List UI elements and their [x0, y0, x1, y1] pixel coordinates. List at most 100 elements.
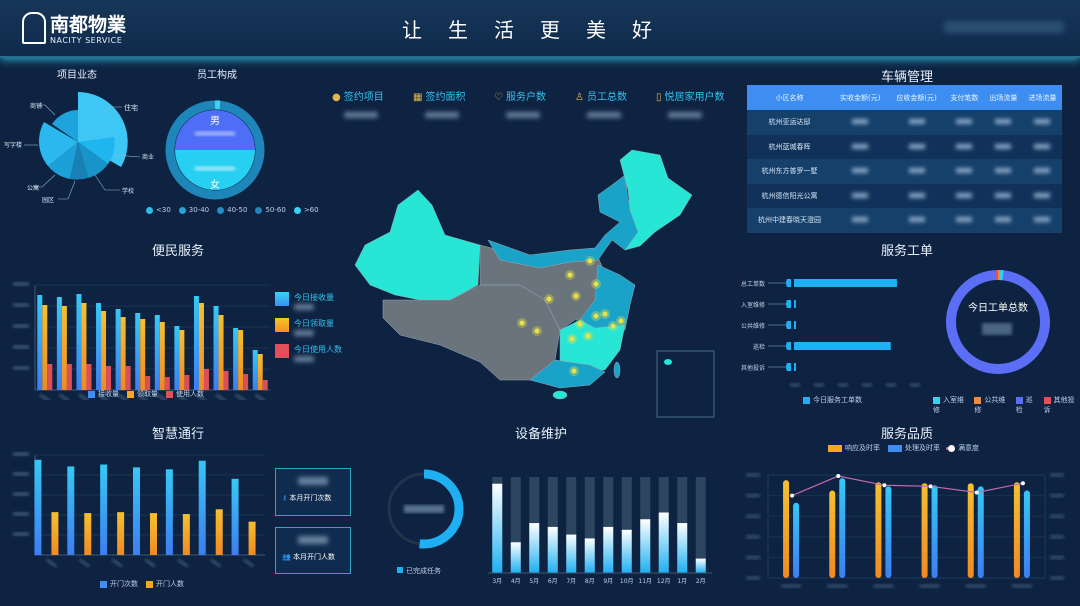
access-bar: [100, 464, 108, 555]
table-row[interactable]: 杭州东方普罗一墅: [747, 159, 1062, 184]
access-bar: [248, 521, 256, 555]
table-row[interactable]: 杭州德信阳光公寓: [747, 183, 1062, 208]
equipment-month-label: 4月: [511, 578, 521, 585]
legend-swatch: [397, 567, 403, 573]
convenience-bar: [238, 330, 244, 390]
donut-segment-inspection: [946, 270, 1050, 374]
map-project-dot: [534, 328, 540, 334]
convenience-bar: [203, 369, 209, 390]
key-icon: ⚷: [282, 494, 288, 502]
column-header[interactable]: 支付笔数: [944, 85, 984, 110]
rose-label: 写字楼: [4, 141, 22, 149]
workorder-legend: 今日服务工单数: [803, 395, 862, 405]
month-open-people-card: 👥 本月开门人数: [275, 527, 351, 574]
convenience-bar: [106, 366, 112, 390]
people-icon: 👥: [282, 553, 291, 561]
rose-label: 公寓: [27, 184, 39, 192]
quality-bar: [967, 483, 974, 578]
column-header[interactable]: 实收金额(元): [832, 85, 889, 110]
map-project-dot: [593, 281, 599, 287]
column-header[interactable]: 出场流量: [983, 85, 1023, 110]
equipment-month-label: 3月: [492, 578, 502, 585]
logo-icon: [22, 12, 46, 44]
access-bar: [84, 513, 92, 555]
convenience-bar: [96, 303, 102, 390]
equipment-bar: [621, 529, 632, 573]
convenience-bar: [262, 380, 268, 390]
phone-icon: ▯: [656, 92, 662, 103]
equipment-bar-bg: [603, 477, 614, 573]
equipment-bar: [677, 523, 688, 573]
convenience-bar: [145, 376, 151, 390]
satisfaction-point: [928, 484, 933, 489]
legend-item: 50-60: [255, 206, 286, 214]
workorder-category: 入室维修: [741, 301, 765, 309]
access-bar: [34, 459, 42, 555]
equipment-month-label: 2月: [696, 578, 706, 585]
quality-bar: [783, 480, 790, 578]
table-row[interactable]: 杭州蓝城春晖: [747, 134, 1062, 159]
quality-bar: [921, 483, 928, 578]
table-row[interactable]: 杭州亚运达邸: [747, 110, 1062, 135]
kpi-3: ♙ 员工总数: [575, 92, 627, 103]
china-map: [354, 149, 715, 418]
convenience-title: 便民服务: [151, 244, 204, 259]
building-icon: ▦: [413, 92, 423, 103]
workorder-bar: [794, 279, 897, 287]
access-bar: [117, 512, 125, 555]
table-row[interactable]: 杭州中建春晓天澄园: [747, 208, 1062, 233]
kpi-1: ▦ 签约面积: [413, 92, 466, 103]
satisfaction-point: [882, 483, 887, 488]
community-name: 杭州中建春晓天澄园: [747, 208, 832, 233]
equipment-bar-bg: [695, 477, 706, 573]
convenience-bar: [125, 366, 131, 390]
convenience-bar: [252, 350, 258, 390]
rose-slice-commercial: [78, 137, 115, 164]
map-project-dot: [546, 296, 552, 302]
equipment-legend: 已完成任务: [406, 566, 441, 575]
equipment-month-label: 5月: [529, 578, 539, 585]
vehicle-title: 车辆管理: [880, 70, 933, 85]
convenience-bar: [223, 371, 229, 390]
access-title: 智慧通行: [151, 427, 204, 442]
map-project-dot: [610, 323, 616, 329]
rose-slice-office: [39, 122, 78, 166]
equipment-bar: [658, 512, 669, 573]
kpi-0: ● 签约项目: [332, 92, 384, 103]
map-region-hainan: [552, 390, 568, 400]
access-legend: 开门次数 开门人数: [100, 579, 184, 589]
convenience-bar: [115, 309, 121, 390]
workorder-donut-legend: 入室维修 公共维修 巡检 其他投诉: [933, 396, 1075, 414]
access-bar: [67, 466, 75, 555]
rose-label: 商铺: [30, 102, 42, 110]
equipment-bar-chart: 3月 4月 5月 6月 7月 8月 9月 10月 11月 12月 1月 2月: [488, 477, 712, 585]
kpi-4: ▯ 悦居家用户数: [656, 92, 725, 103]
quality-bar: [885, 486, 892, 578]
rose-label: 住宅: [124, 103, 138, 112]
equipment-month-label: 1月: [677, 578, 687, 585]
map-project-dot: [573, 293, 579, 299]
column-header[interactable]: 应收金额(元): [888, 85, 945, 110]
quality-bar: [931, 485, 938, 578]
convenience-bar-chart: [13, 282, 270, 400]
equipment-bar: [547, 526, 558, 573]
convenience-bar: [66, 364, 72, 390]
equipment-month-label: 10月: [620, 578, 634, 585]
map-region-north: [487, 174, 651, 269]
community-name: 杭州东方普罗一墅: [747, 159, 832, 184]
legend-item: <30: [146, 206, 171, 214]
map-project-dot: [618, 318, 624, 324]
datetime: [944, 21, 1064, 33]
column-header[interactable]: 小区名称: [747, 85, 832, 110]
legend-item: 40-50: [217, 206, 247, 214]
workorder-bar: [794, 300, 796, 308]
column-header[interactable]: 进场流量: [1022, 85, 1062, 110]
workorder-category: 巡检: [753, 343, 765, 351]
satisfaction-line: [791, 475, 1024, 497]
convenience-bar: [81, 303, 87, 390]
male-half: [175, 110, 255, 150]
equipment-bar-bg: [566, 477, 577, 573]
quality-bar: [839, 478, 846, 578]
person-icon: ♙: [575, 92, 584, 103]
staff-title: 员工构成: [197, 70, 237, 81]
